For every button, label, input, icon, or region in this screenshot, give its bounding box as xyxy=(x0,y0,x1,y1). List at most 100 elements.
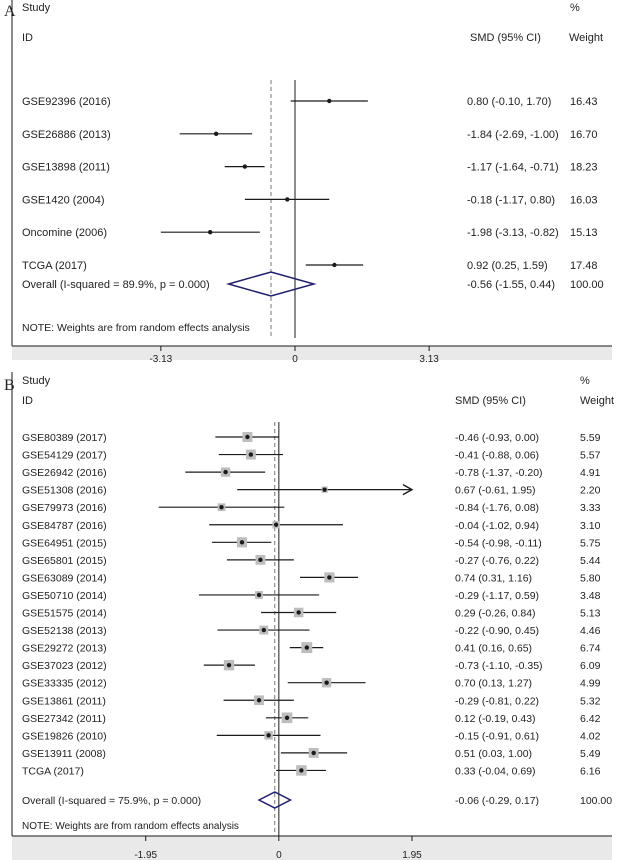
study-point-estimate xyxy=(245,434,250,440)
study-point-estimate xyxy=(284,715,290,720)
study-ci-text: -0.04 (-1.02, 0.94) xyxy=(455,520,539,532)
study-label: GSE1420 (2004) xyxy=(22,194,105,206)
study-label: GSE80389 (2017) xyxy=(22,432,107,444)
x-axis-band xyxy=(12,836,612,860)
study-point-estimate xyxy=(332,262,337,268)
study-weight: 5.44 xyxy=(580,555,601,567)
overall-weight: 100.00 xyxy=(570,279,604,291)
study-ci-text: 0.33 (-0.04, 0.69) xyxy=(455,765,536,777)
study-label: TCGA (2017) xyxy=(22,765,84,777)
study-point-estimate xyxy=(322,487,327,492)
x-tick-label: 0 xyxy=(276,850,282,860)
study-point-estimate xyxy=(207,230,213,235)
study-weight: 5.59 xyxy=(580,432,601,444)
study-label: GSE52138 (2013) xyxy=(22,625,107,637)
study-ci-text: -0.41 (-0.88, 0.06) xyxy=(455,450,539,462)
overall-diamond xyxy=(225,271,317,297)
study-ci-text: 0.80 (-0.10, 1.70) xyxy=(467,96,551,108)
study-ci-text: 0.41 (0.16, 0.65) xyxy=(455,643,532,655)
overall-ci-text: -0.56 (-1.55, 0.44) xyxy=(467,279,555,291)
study-label: GSE63089 (2014) xyxy=(22,572,107,584)
study-label: GSE26942 (2016) xyxy=(22,467,107,479)
x-axis-band xyxy=(12,346,612,360)
study-label: TCGA (2017) xyxy=(22,260,87,272)
study-weight: 5.80 xyxy=(580,572,601,584)
header-weight: Weight xyxy=(580,395,614,407)
study-label: GSE19826 (2010) xyxy=(22,730,107,742)
study-label: GSE51308 (2016) xyxy=(22,485,107,497)
study-weight: 18.23 xyxy=(570,162,598,174)
header-percent: % xyxy=(570,2,580,14)
overall-ci-text: -0.06 (-0.29, 0.17) xyxy=(455,795,539,807)
study-ci-text: 0.70 (0.13, 1.27) xyxy=(455,678,532,690)
study-weight: 3.33 xyxy=(580,502,601,514)
study-weight: 6.74 xyxy=(580,643,601,655)
study-weight: 4.02 xyxy=(580,730,601,742)
study-label: GSE54129 (2017) xyxy=(22,450,107,462)
study-weight: 6.42 xyxy=(580,713,601,725)
study-point-estimate xyxy=(256,698,262,703)
study-weight: 3.48 xyxy=(580,590,601,602)
study-ci-text: 0.92 (0.25, 1.59) xyxy=(467,260,548,272)
study-ci-text: -0.73 (-1.10, -0.35) xyxy=(455,660,543,672)
header-id: ID xyxy=(22,32,33,44)
study-point-estimate xyxy=(327,575,332,580)
study-ci-text: 0.29 (-0.26, 0.84) xyxy=(455,608,536,620)
header-study: Study xyxy=(22,375,51,387)
study-ci-text: -1.98 (-3.13, -0.82) xyxy=(467,227,559,239)
study-weight: 6.09 xyxy=(580,660,601,672)
study-weight: 5.32 xyxy=(580,695,601,707)
study-weight: 5.13 xyxy=(580,608,601,620)
study-point-estimate xyxy=(248,452,254,457)
study-point-estimate xyxy=(311,750,316,756)
study-point-estimate xyxy=(273,522,279,527)
overall-weight: 100.00 xyxy=(580,795,612,807)
study-point-estimate xyxy=(266,733,271,738)
x-tick-label: 0 xyxy=(292,354,298,365)
header-study: Study xyxy=(22,2,51,14)
overall-diamond xyxy=(257,791,293,809)
panel-label: A xyxy=(4,3,16,20)
header-weight: Weight xyxy=(569,32,603,44)
header-smd: SMD (95% CI) xyxy=(455,395,526,407)
study-weight: 6.16 xyxy=(580,765,601,777)
study-ci-text: -0.22 (-0.90, 0.45) xyxy=(455,625,539,637)
study-ci-text: -1.84 (-2.69, -1.00) xyxy=(467,129,559,141)
study-point-estimate xyxy=(299,768,304,773)
study-point-estimate xyxy=(219,505,224,510)
study-ci-text: -0.27 (-0.76, 0.22) xyxy=(455,555,539,567)
study-point-estimate xyxy=(242,164,248,169)
study-point-estimate xyxy=(213,131,219,136)
study-label: GSE13911 (2008) xyxy=(22,748,106,760)
study-label: Oncomine (2006) xyxy=(22,227,107,239)
study-point-estimate xyxy=(226,662,232,668)
study-label: GSE26886 (2013) xyxy=(22,129,111,141)
study-label: GSE65801 (2015) xyxy=(22,555,107,567)
study-point-estimate xyxy=(239,540,245,545)
header-percent: % xyxy=(580,375,590,387)
study-ci-text: 0.74 (0.31, 1.16) xyxy=(455,572,532,584)
study-weight: 3.10 xyxy=(580,520,601,532)
study-point-estimate xyxy=(324,680,329,685)
overall-label: Overall (I-squared = 75.9%, p = 0.000) xyxy=(22,795,201,807)
study-label: GSE29272 (2013) xyxy=(22,643,107,655)
x-tick-label: 1.95 xyxy=(402,850,422,860)
study-weight: 5.49 xyxy=(580,748,601,760)
study-point-estimate xyxy=(223,469,228,475)
study-point-estimate xyxy=(258,557,263,563)
weights-note: NOTE: Weights are from random effects an… xyxy=(22,322,250,334)
study-weight: 5.75 xyxy=(580,537,601,549)
study-weight: 16.03 xyxy=(570,194,598,206)
study-label: GSE13898 (2011) xyxy=(22,162,110,174)
study-label: GSE50710 (2014) xyxy=(22,590,107,602)
study-weight: 2.20 xyxy=(580,485,601,497)
study-label: GSE92396 (2016) xyxy=(22,96,111,108)
study-ci-text: -1.17 (-1.64, -0.71) xyxy=(467,162,559,174)
weights-note: NOTE: Weights are from random effects an… xyxy=(22,821,239,832)
study-weight: 4.46 xyxy=(580,625,601,637)
study-weight: 17.48 xyxy=(570,260,598,272)
study-label: GSE37023 (2012) xyxy=(22,660,107,672)
study-weight: 4.91 xyxy=(580,467,601,479)
study-label: GSE64951 (2015) xyxy=(22,537,107,549)
x-tick-label: -3.13 xyxy=(149,354,172,365)
